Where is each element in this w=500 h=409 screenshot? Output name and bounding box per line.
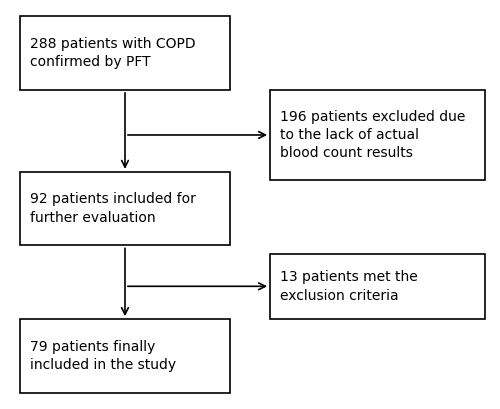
FancyBboxPatch shape — [270, 254, 485, 319]
Text: 79 patients finally
included in the study: 79 patients finally included in the stud… — [30, 339, 176, 372]
FancyBboxPatch shape — [20, 172, 230, 245]
Text: 196 patients excluded due
to the lack of actual
blood count results: 196 patients excluded due to the lack of… — [280, 110, 466, 160]
FancyBboxPatch shape — [20, 319, 230, 393]
Text: 92 patients included for
further evaluation: 92 patients included for further evaluat… — [30, 192, 196, 225]
Text: 288 patients with COPD
confirmed by PFT: 288 patients with COPD confirmed by PFT — [30, 37, 196, 70]
FancyBboxPatch shape — [270, 90, 485, 180]
FancyBboxPatch shape — [20, 16, 230, 90]
Text: 13 patients met the
exclusion criteria: 13 patients met the exclusion criteria — [280, 270, 418, 303]
